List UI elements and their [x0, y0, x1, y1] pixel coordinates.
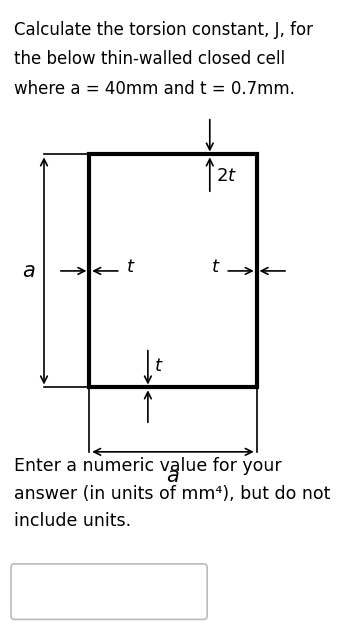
Text: $a$: $a$: [22, 261, 36, 281]
Text: $t$: $t$: [154, 356, 164, 374]
Text: answer (in units of mm⁴), but do not: answer (in units of mm⁴), but do not: [14, 484, 331, 502]
Text: the below thin-walled closed cell: the below thin-walled closed cell: [14, 51, 286, 68]
FancyBboxPatch shape: [11, 564, 207, 620]
Text: $t$: $t$: [211, 258, 220, 276]
Bar: [89, 154, 257, 387]
Text: $2t$: $2t$: [216, 167, 237, 185]
Text: $t$: $t$: [126, 258, 135, 276]
Text: Enter a numeric value for your: Enter a numeric value for your: [14, 457, 282, 475]
Text: where a = 40mm and t = 0.7mm.: where a = 40mm and t = 0.7mm.: [14, 80, 295, 98]
Text: Calculate the torsion constant, J, for: Calculate the torsion constant, J, for: [14, 20, 313, 38]
Text: $a$: $a$: [166, 466, 180, 486]
Text: include units.: include units.: [14, 512, 132, 531]
